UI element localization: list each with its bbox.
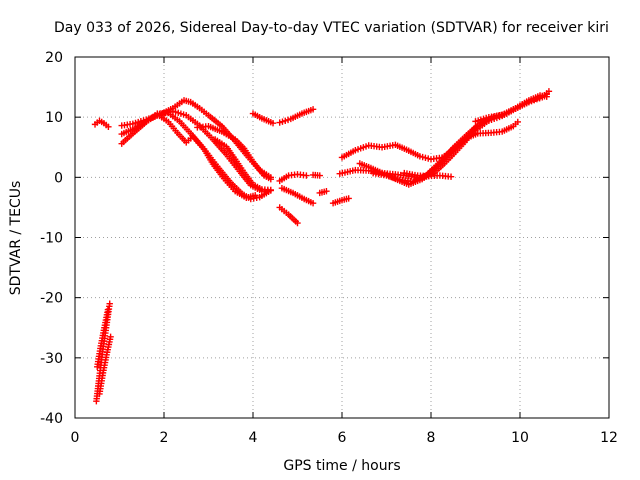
data-point — [107, 333, 114, 340]
series-s9 — [194, 122, 274, 183]
y-tick-label: -40 — [40, 411, 63, 427]
series-s13 — [276, 171, 310, 185]
series-s8 — [156, 112, 259, 201]
series-s23 — [401, 169, 455, 180]
y-tick-label: 10 — [45, 110, 63, 126]
data-point — [105, 123, 112, 130]
x-axis-label: GPS time / hours — [283, 458, 400, 474]
x-tick-label: 10 — [511, 430, 529, 446]
x-tick-label: 4 — [249, 430, 258, 446]
y-tick-label: 0 — [54, 170, 63, 186]
series-s12 — [276, 106, 317, 126]
data-point — [543, 93, 550, 100]
grid-lines — [75, 57, 609, 418]
series-s11 — [249, 110, 277, 127]
axis-ticks — [74, 56, 610, 419]
x-tick-label: 2 — [160, 430, 169, 446]
series-s17 — [316, 187, 330, 197]
x-tick-labels: 0 2 4 6 8 10 12 — [71, 430, 618, 446]
series-s2 — [94, 306, 112, 371]
y-tick-label: -30 — [40, 351, 63, 367]
data-point — [303, 172, 310, 179]
series-s16 — [309, 171, 323, 179]
data-point — [267, 175, 274, 183]
series-s14 — [278, 184, 317, 207]
y-tick-labels: -40 -30 -20 -10 0 10 20 — [40, 50, 63, 427]
data-markers — [91, 88, 553, 405]
series-s3 — [96, 333, 114, 398]
data-point — [267, 186, 274, 194]
series-s4 — [91, 117, 112, 130]
x-tick-label: 0 — [71, 430, 80, 446]
data-point — [514, 118, 521, 126]
y-axis-label: SDTVAR / TECUs — [8, 181, 24, 296]
series-s24 — [472, 92, 550, 125]
x-tick-label: 6 — [338, 430, 347, 446]
x-tick-label: 8 — [427, 430, 436, 446]
data-point — [106, 300, 113, 307]
data-point — [323, 187, 330, 195]
x-tick-label: 12 — [600, 430, 618, 446]
y-tick-label: -20 — [40, 291, 63, 307]
data-point — [345, 195, 352, 202]
series-s15 — [276, 204, 301, 227]
data-point — [309, 200, 317, 207]
y-tick-label: 20 — [45, 50, 63, 66]
data-point — [294, 219, 301, 227]
data-point — [252, 192, 259, 199]
y-tick-label: -10 — [40, 231, 63, 247]
data-point — [309, 106, 317, 113]
series-s18 — [329, 195, 352, 207]
data-point — [269, 119, 277, 127]
series-s10 — [211, 136, 274, 194]
data-point — [316, 172, 323, 179]
data-point — [104, 306, 112, 313]
chart-title: Day 033 of 2026, Sidereal Day-to-day VTE… — [54, 20, 609, 36]
data-point — [447, 173, 455, 180]
